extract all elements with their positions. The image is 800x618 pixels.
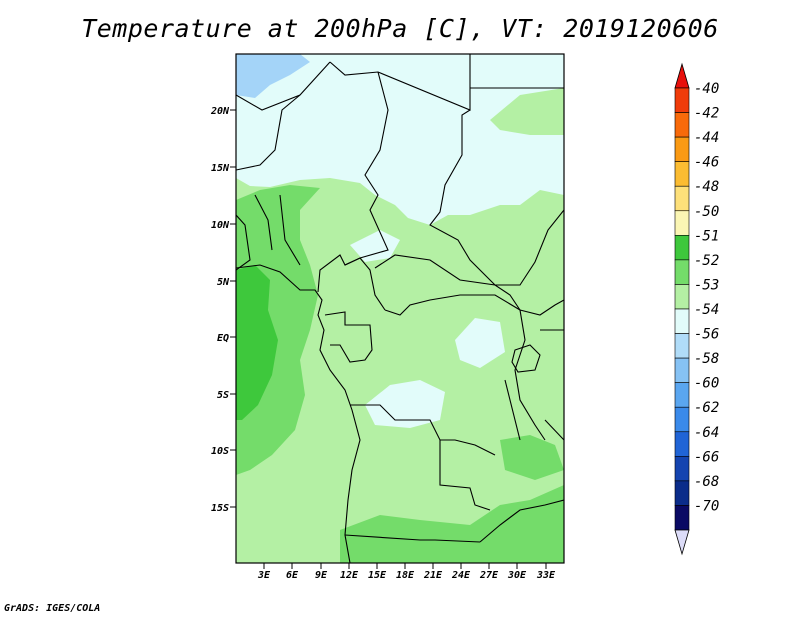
lon-label-3e: 3E <box>257 570 271 581</box>
colorbar-segment <box>674 480 690 506</box>
colorbar-label: -40 <box>694 81 719 97</box>
lon-label-12e: 12E <box>340 570 359 581</box>
border-angola-namibia <box>344 534 481 543</box>
lat-label-15s: 15S <box>211 503 229 514</box>
lat-label-5n: 5N <box>217 277 230 288</box>
border-chad-sudan <box>429 109 496 286</box>
lat-label-eq: EQ <box>217 333 229 344</box>
border-east-africa <box>519 299 564 441</box>
colorbar-segment <box>674 210 690 236</box>
latitude-axis: 20N 15N 10N 5N EQ 5S 10S 15S <box>210 106 236 514</box>
colorbar-segment <box>674 382 690 408</box>
lat-label-10n: 10N <box>211 220 230 231</box>
map-frame <box>235 53 565 564</box>
border-libya-algeria <box>236 61 331 111</box>
lon-label-9e: 9E <box>315 570 328 581</box>
temperature-field <box>236 54 564 563</box>
colorbar-segment <box>674 333 690 359</box>
border-coastline-west <box>236 264 361 563</box>
field-level-54-patch-south <box>365 380 445 428</box>
colorbar-label: -70 <box>694 498 719 514</box>
colorbar-segment <box>674 308 690 334</box>
plot-title: Temperature at 200hPa [C], VT: 201912060… <box>81 14 719 43</box>
colorbar-segment <box>674 259 690 285</box>
lon-label-27e: 27E <box>479 570 499 581</box>
longitude-axis: 3E 6E 9E 12E 15E 18E 21E 24E 27E 30E 33E <box>257 563 556 581</box>
colorbar-label: -58 <box>694 351 719 367</box>
border-niger-mali <box>236 94 301 171</box>
colorbar-label: -56 <box>694 327 719 343</box>
colorbar-label: -66 <box>694 449 719 465</box>
field-level-51-west <box>236 265 278 420</box>
field-level-52-southeast <box>500 435 564 480</box>
colorbar-label: -48 <box>694 179 719 195</box>
colorbar-label: -68 <box>694 474 719 490</box>
colorbar-label: -51 <box>694 228 719 244</box>
lon-label-21e: 21E <box>423 570 443 581</box>
colorbar-label: -53 <box>694 277 719 293</box>
border-drc-angola <box>350 404 496 456</box>
colorbar-segment <box>674 431 690 457</box>
colorbar-top-arrow <box>674 62 690 89</box>
border-zambia-zimbabwe <box>479 499 564 543</box>
border-west-africa <box>236 194 301 271</box>
colorbar-label: -50 <box>694 204 719 220</box>
lon-label-33e: 33E <box>536 570 556 581</box>
colorbar-segment <box>674 456 690 482</box>
field-level-54-patch-central <box>350 230 400 262</box>
country-borders <box>236 54 564 563</box>
colorbar-segment <box>674 284 690 310</box>
field-cold-sea-corner <box>236 54 310 98</box>
colorbar: -40 -42 -44 -46 -48 -50 -51 -52 -53 -54 -56 -58 -60 -… <box>674 62 719 556</box>
field-level-54-patch-east <box>455 318 505 368</box>
field-level-53-sahel-patch <box>490 88 564 135</box>
border-niger-chad <box>344 71 389 266</box>
lon-label-18e: 18E <box>396 570 415 581</box>
field-level-54-north <box>236 54 564 225</box>
border-congo-drc <box>384 294 546 441</box>
colorbar-segment <box>674 357 690 383</box>
colorbar-segment <box>674 235 690 261</box>
border-car <box>374 254 521 311</box>
lat-label-20n: 20N <box>210 106 230 117</box>
colorbar-label: -54 <box>694 302 719 318</box>
colorbar-segment <box>674 136 690 162</box>
border-lake-victoria <box>511 344 541 373</box>
border-angola-zambia <box>439 440 491 511</box>
lon-label-15e: 15E <box>368 570 387 581</box>
field-level-52-south <box>340 485 564 563</box>
colorbar-label: -64 <box>694 425 719 441</box>
colorbar-bottom-arrow <box>674 529 690 556</box>
colorbar-segment <box>674 406 690 433</box>
colorbar-segment <box>674 161 690 187</box>
colorbar-label: -60 <box>694 376 719 392</box>
colorbar-label: -52 <box>694 253 719 269</box>
lon-label-30e: 30E <box>507 570 527 581</box>
colorbar-label: -42 <box>694 106 719 122</box>
lon-label-6e: 6E <box>286 570 299 581</box>
border-gabon-congo <box>324 311 373 363</box>
colorbar-segment <box>674 505 690 531</box>
colorbar-label: -44 <box>694 130 719 146</box>
colorbar-label: -62 <box>694 400 719 416</box>
colorbar-label: -46 <box>694 155 719 171</box>
colorbar-segment <box>674 112 690 138</box>
lat-label-5s: 5S <box>217 390 229 401</box>
border-lake-tanganyika <box>504 379 521 441</box>
lat-label-15n: 15N <box>211 163 230 174</box>
border-nigeria-cameroon <box>317 254 386 311</box>
lon-label-24e: 24E <box>451 570 471 581</box>
border-sudan-ethiopia <box>495 209 564 286</box>
lat-label-10s: 10S <box>211 446 229 457</box>
colorbar-segment <box>674 87 690 113</box>
grads-credit: GrADS: IGES/COLA <box>4 603 101 614</box>
colorbar-segment <box>674 185 690 212</box>
